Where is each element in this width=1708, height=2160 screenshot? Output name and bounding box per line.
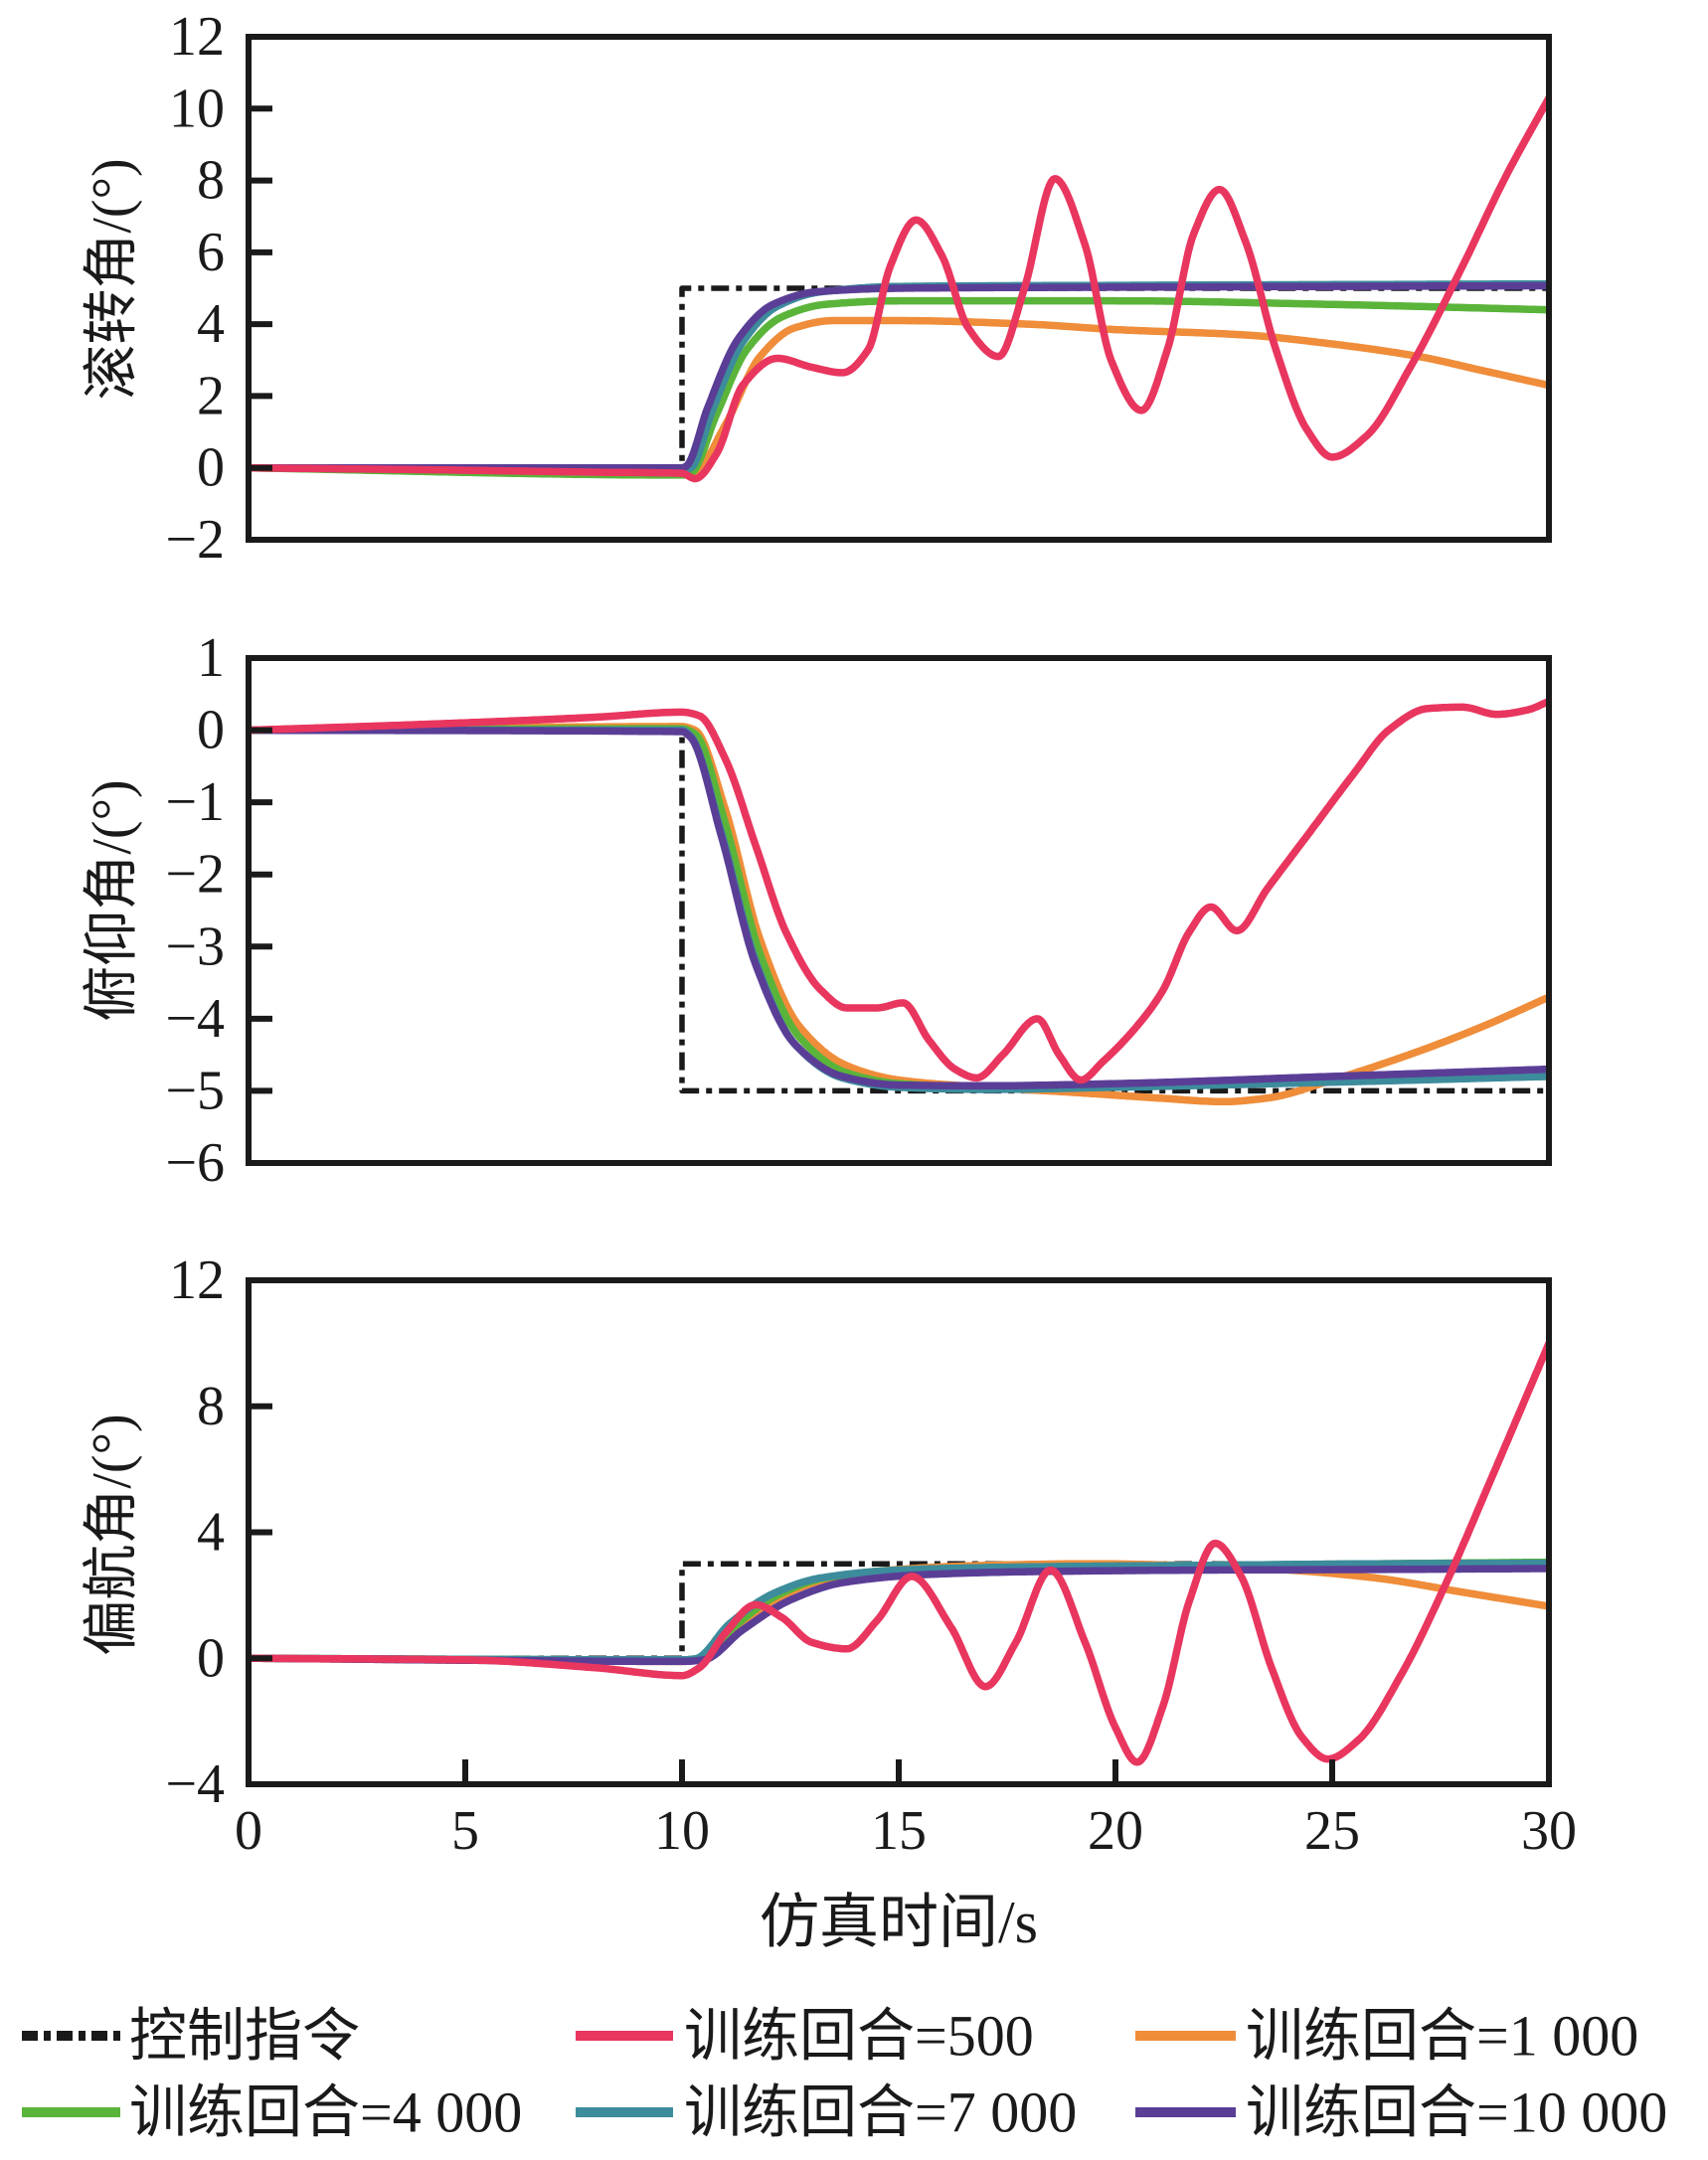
- y-tick-label: 6: [197, 222, 225, 283]
- line-pitch-ep1000: [249, 723, 1549, 1106]
- legend-label: 训练回合=7 000: [684, 2080, 1077, 2145]
- line-roll-ep500: [249, 93, 1549, 483]
- line-pitch-ep500: [249, 697, 1549, 1084]
- legend-label: 训练回合=4 000: [129, 2080, 522, 2145]
- panel-yaw: 12 8 4 0 −4: [165, 1249, 1552, 1815]
- x-tick-label: 20: [1088, 1800, 1143, 1862]
- y-tick-label: −1: [165, 771, 225, 833]
- x-tick-label: 5: [451, 1800, 479, 1862]
- y-tick-label: 8: [197, 150, 225, 212]
- y-tick-label: 2: [197, 365, 225, 426]
- x-tick-label: 10: [654, 1800, 710, 1862]
- series-lines-roll: [249, 93, 1549, 483]
- legend-label: 训练回合=10 000: [1246, 2080, 1667, 2145]
- y-tick-label: 0: [197, 700, 225, 761]
- plot-frame-pitch: [246, 655, 1552, 1166]
- y-tick-label: −3: [165, 915, 225, 977]
- x-tick-label: 25: [1304, 1800, 1360, 1862]
- y-tick-label: −2: [165, 844, 225, 906]
- line-pitch-ep4000: [249, 725, 1549, 1091]
- legend-label: 训练回合=500: [684, 2004, 1034, 2069]
- line-yaw-ep500: [249, 1339, 1549, 1766]
- y-tick-label: 4: [197, 1502, 225, 1564]
- y-tick-label: −4: [165, 1753, 225, 1815]
- line-pitch-command: [249, 727, 1549, 1094]
- x-axis-label: 仿真时间/s: [760, 1890, 1038, 1955]
- panel-pitch: 1 0 −1 −2 −3 −4 −5 −6: [165, 627, 1552, 1194]
- line-pitch-ep7000: [249, 726, 1549, 1093]
- legend-item-command: 控制指令: [22, 2004, 360, 2069]
- legend-label: 训练回合=1 000: [1246, 2004, 1638, 2069]
- y-tick-label: −4: [165, 988, 225, 1050]
- y-tick-label: 4: [197, 293, 225, 355]
- x-tick-label: 30: [1521, 1800, 1577, 1862]
- y-tick-label: 1: [197, 627, 225, 689]
- legend-item-ep7000: 训练回合=7 000: [576, 2080, 1077, 2145]
- legend-item-ep10000: 训练回合=10 000: [1135, 2080, 1667, 2145]
- legend: 控制指令 训练回合=500 训练回合=1 000 训练回合=4 000 训练回合=7 0…: [22, 2004, 1667, 2145]
- series-lines-pitch: [249, 697, 1549, 1106]
- legend-item-ep1000: 训练回合=1 000: [1135, 2004, 1638, 2069]
- y-tick-label: 8: [197, 1376, 225, 1437]
- y-tick-label: 10: [169, 78, 225, 139]
- x-axis-ticks: 0 5 10 15 20 25 30: [235, 1759, 1577, 1862]
- y-tick-label: 0: [197, 1627, 225, 1689]
- panel-roll: 12 10 8 6 4 2 0 −2: [165, 6, 1552, 571]
- legend-label: 控制指令: [129, 2004, 360, 2069]
- line-pitch-ep10000: [249, 726, 1549, 1090]
- y-tick-label: 0: [197, 437, 225, 499]
- line-roll-ep7000: [249, 279, 1549, 474]
- plot-frame-yaw: [246, 1277, 1552, 1787]
- legend-item-ep4000: 训练回合=4 000: [22, 2080, 522, 2145]
- y-axis-label-pitch: 俯仰角/(°): [82, 779, 143, 1021]
- y-axis-label-yaw: 偏航角/(°): [82, 1413, 143, 1655]
- y-tick-label: 12: [169, 1249, 225, 1311]
- line-roll-command: [249, 285, 1549, 471]
- y-tick-label: 12: [169, 6, 225, 68]
- y-tick-label: −5: [165, 1060, 225, 1121]
- series-lines-yaw: [249, 1339, 1549, 1766]
- plot-frame-roll: [246, 34, 1552, 543]
- x-tick-label: 0: [235, 1800, 262, 1862]
- y-tick-label: −2: [165, 509, 225, 571]
- y-tick-label: −6: [165, 1132, 225, 1194]
- y-axis-label-roll: 滚转角/(°): [82, 158, 143, 400]
- legend-item-ep500: 训练回合=500: [576, 2004, 1034, 2069]
- x-tick-label: 15: [871, 1800, 927, 1862]
- line-roll-ep10000: [249, 281, 1549, 472]
